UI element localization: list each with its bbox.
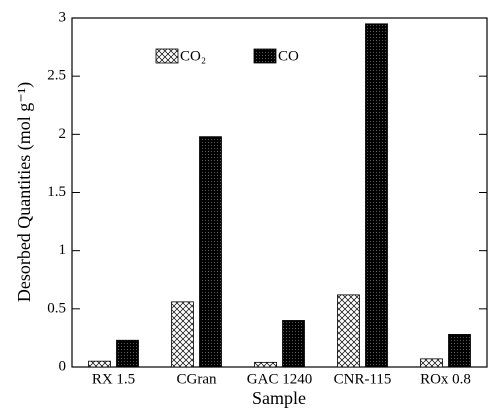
bar [420,358,443,368]
x-tick-label: CNR-115 [334,371,392,387]
y-tick-label: 3 [59,9,67,25]
bar [88,360,111,368]
legend-label: CO [278,48,299,64]
y-axis-title: Desorbed Quantities (mol g⁻¹) [14,82,35,302]
y-tick-label: 0.5 [47,300,66,316]
x-tick-label: GAC 1240 [247,371,312,387]
legend-swatch [253,48,277,64]
x-tick-label: RX 1.5 [92,371,135,387]
bar [282,320,305,368]
x-axis-title: Sample [252,388,306,408]
x-tick-label: ROx 0.8 [420,371,471,387]
bar [365,23,388,368]
bar [171,301,194,368]
bar [448,334,471,368]
y-tick-label: 2.5 [47,68,66,84]
x-tick-label: CGran [177,371,217,387]
bar [199,136,222,368]
y-tick-label: 1 [59,242,67,258]
bar [337,294,360,368]
y-tick-label: 1.5 [47,184,66,200]
legend-swatch [155,48,179,64]
legend-label: CO₂ [180,48,206,64]
bar [116,339,139,368]
y-tick-label: 2 [59,126,67,142]
y-tick-label: 0 [59,358,67,374]
bar [254,361,277,368]
plot-frame [71,17,488,368]
